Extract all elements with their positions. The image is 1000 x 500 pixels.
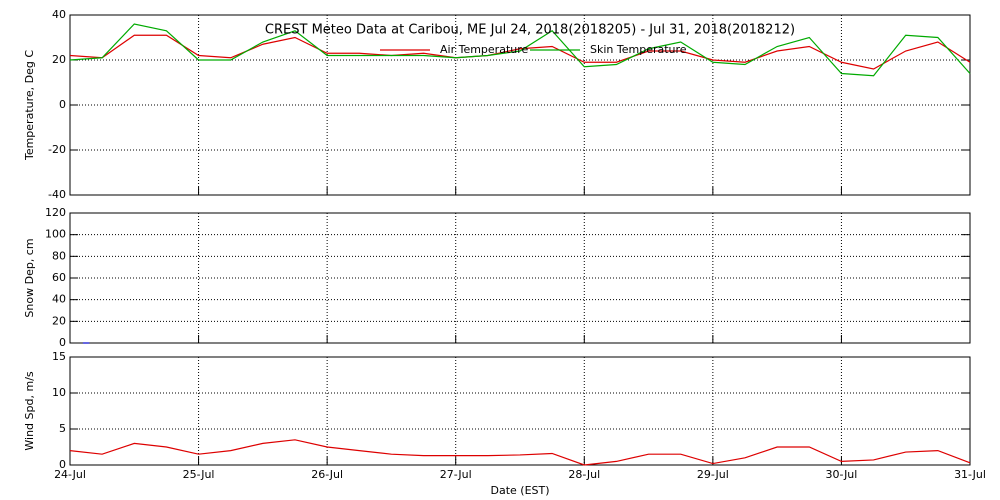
- data-line: [69, 34, 971, 70]
- y-tick-label: 10: [52, 386, 66, 399]
- y-tick-label: 60: [52, 271, 66, 284]
- chart-title: CREST Meteo Data at Caribou, ME Jul 24, …: [265, 23, 795, 38]
- y-tick-label: 100: [45, 228, 66, 241]
- x-tick-label: 27-Jul: [440, 468, 472, 481]
- y-tick-label: 80: [52, 249, 66, 262]
- y-axis-label: Wind Spd, m/s: [23, 371, 36, 451]
- x-tick-label: 30-Jul: [825, 468, 857, 481]
- y-tick-label: -40: [48, 188, 66, 201]
- x-tick-label: 25-Jul: [183, 468, 215, 481]
- y-tick-label: 15: [52, 350, 66, 363]
- y-tick-label: 40: [52, 8, 66, 21]
- data-line: [69, 439, 971, 466]
- y-tick-label: 40: [52, 293, 66, 306]
- legend-label: Skin Temperature: [590, 43, 687, 56]
- y-tick-label: 0: [59, 458, 66, 471]
- x-tick-label: 26-Jul: [311, 468, 343, 481]
- y-axis-label: Snow Dep, cm: [23, 238, 36, 317]
- x-tick-label: 29-Jul: [697, 468, 729, 481]
- x-tick-label: 24-Jul: [54, 468, 86, 481]
- y-tick-label: 5: [59, 422, 66, 435]
- y-tick-label: -20: [48, 143, 66, 156]
- y-tick-label: 120: [45, 206, 66, 219]
- y-axis-label: Temperature, Deg C: [23, 50, 36, 161]
- data-line: [69, 23, 971, 77]
- plot-frame: [69, 14, 971, 196]
- legend-label: Air Temperature: [440, 43, 529, 56]
- plot-frame: [69, 212, 971, 344]
- y-tick-label: 20: [52, 314, 66, 327]
- plot-frame: [69, 356, 971, 466]
- x-tick-label: 31-Jul: [954, 468, 986, 481]
- y-tick-label: 0: [59, 336, 66, 349]
- x-tick-label: 28-Jul: [568, 468, 600, 481]
- y-tick-label: 20: [52, 53, 66, 66]
- y-tick-label: 0: [59, 98, 66, 111]
- x-axis-label: Date (EST): [490, 484, 549, 497]
